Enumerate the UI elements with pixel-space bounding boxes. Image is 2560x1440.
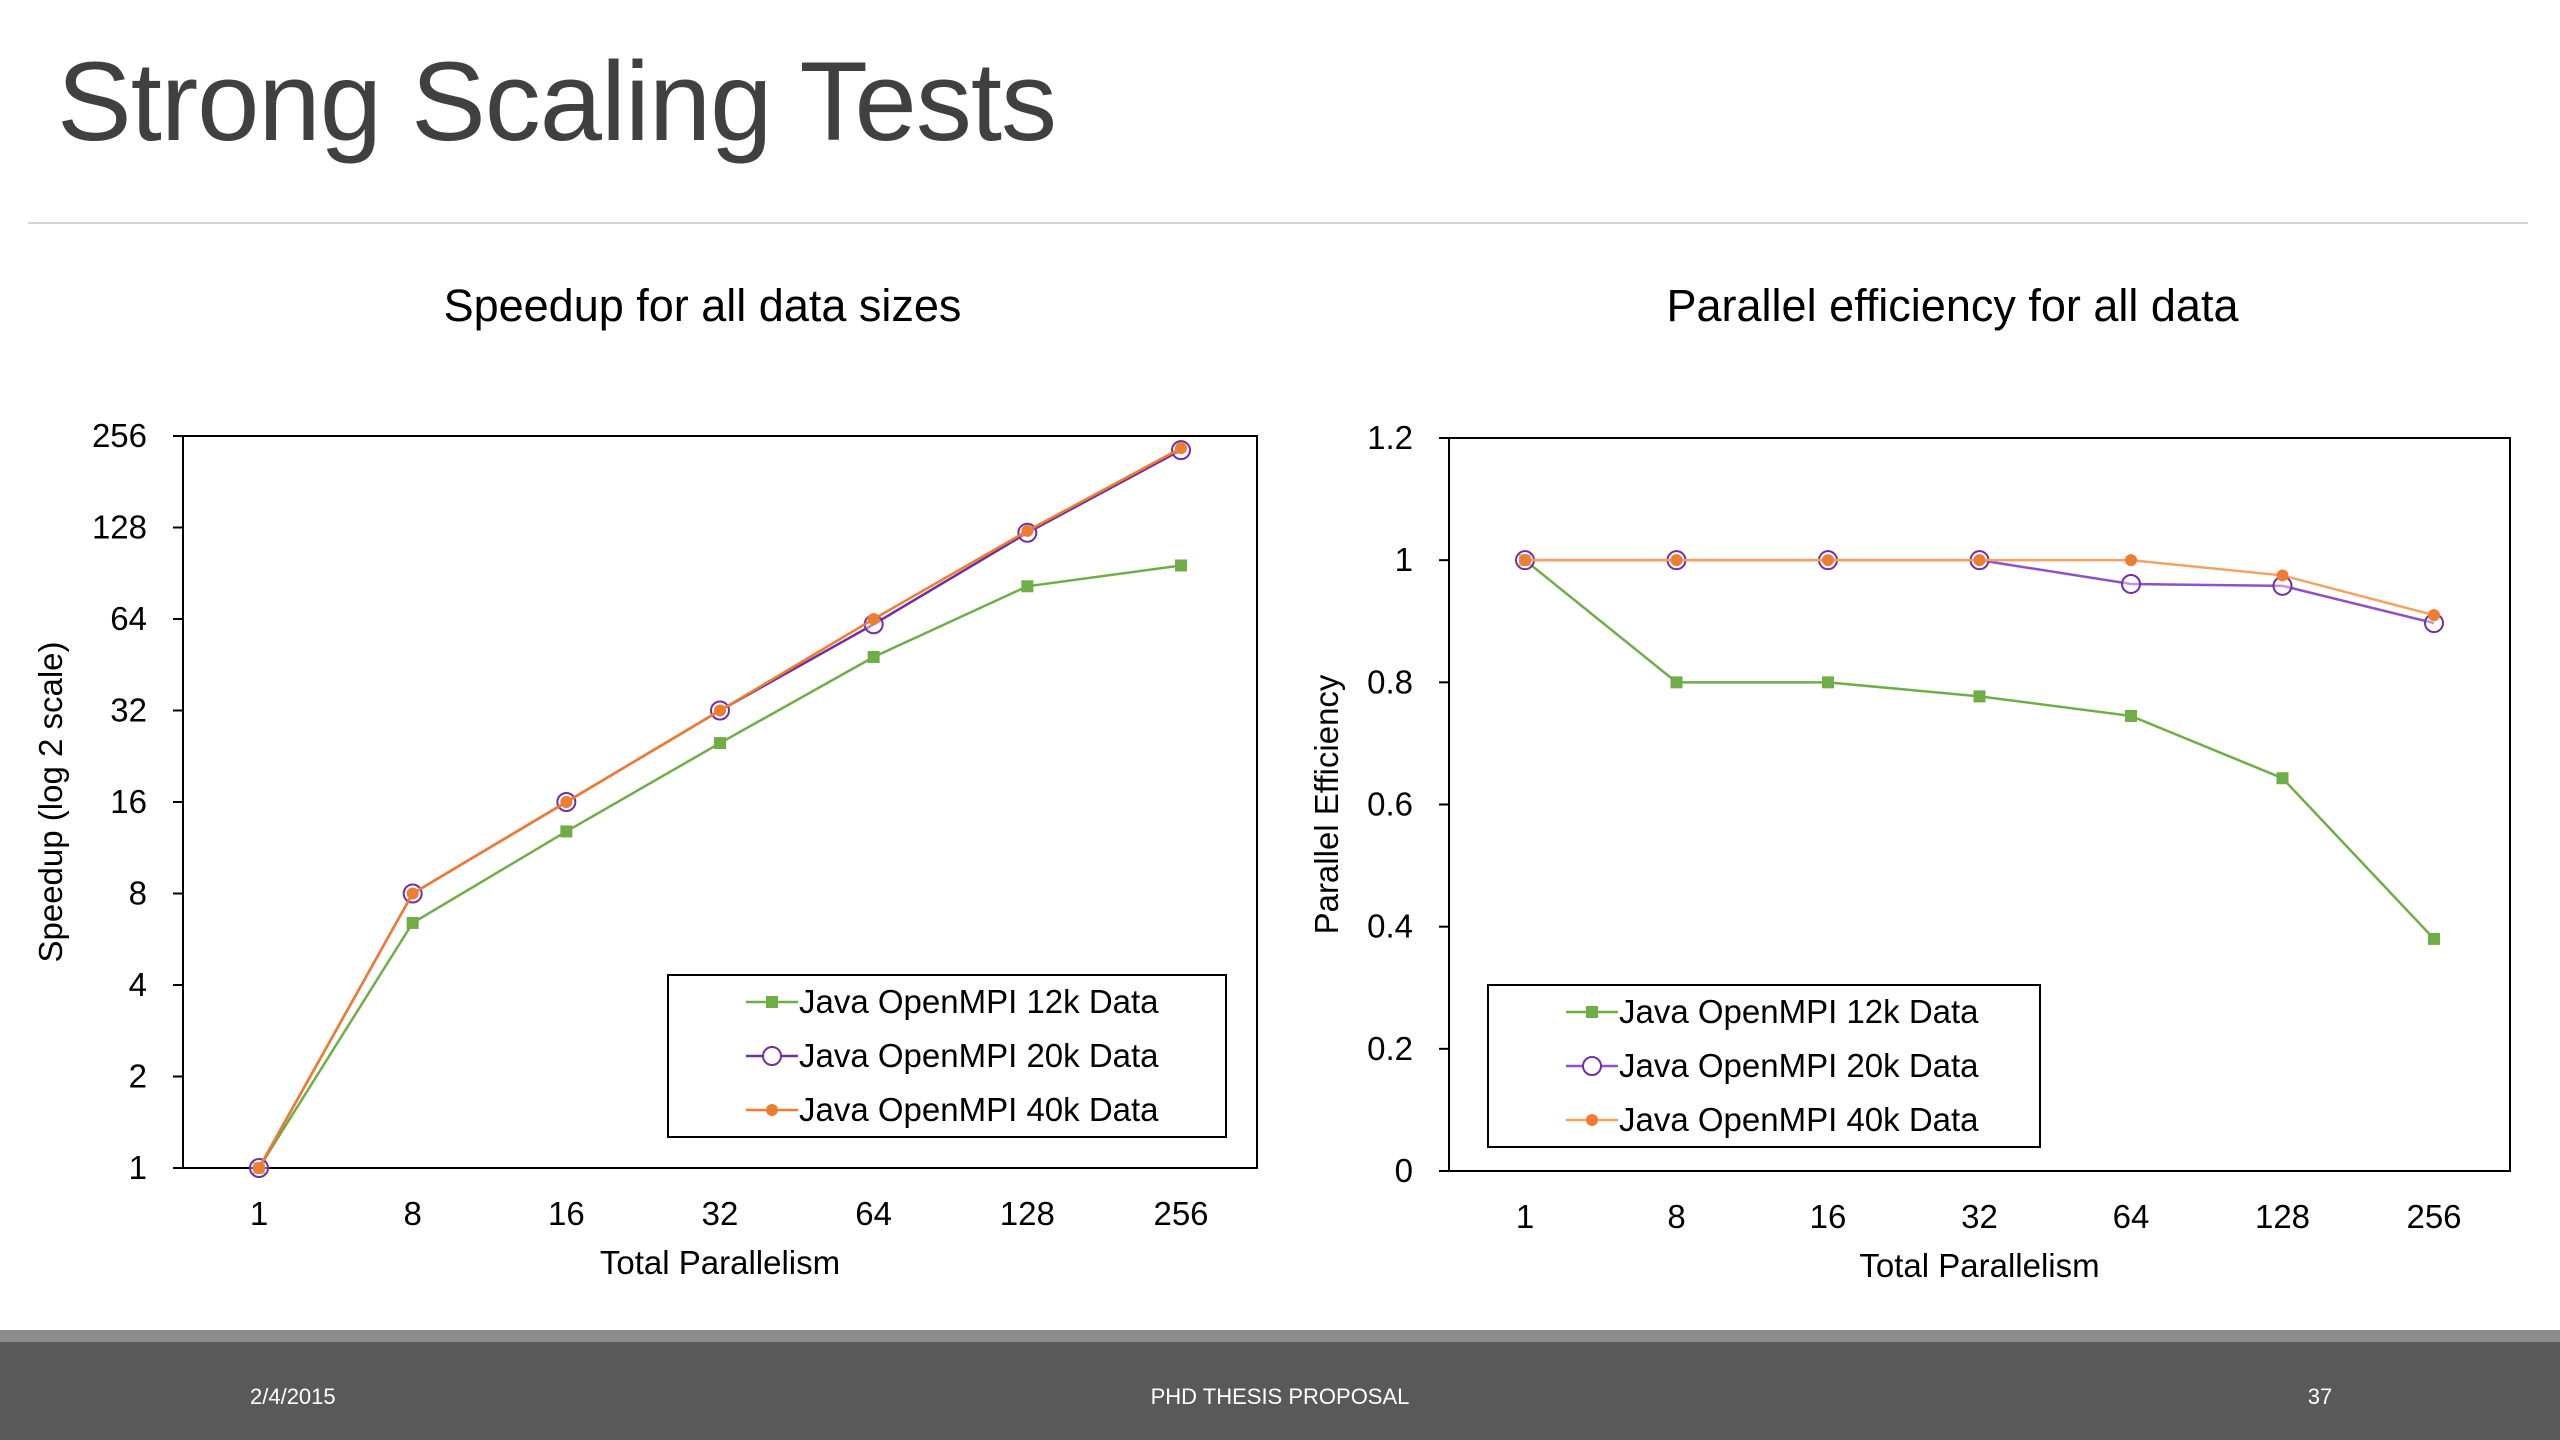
- data-point: [406, 887, 419, 900]
- legend-marker: [1586, 1114, 1598, 1126]
- title-divider: [28, 222, 2528, 224]
- data-point: [406, 916, 419, 929]
- x-tick-label: 1: [250, 1195, 268, 1232]
- x-axis-label: Total Parallelism: [1859, 1247, 2099, 1284]
- data-point: [1021, 580, 1034, 593]
- y-tick-label: 0.8: [1367, 663, 1413, 700]
- data-point: [1175, 442, 1187, 455]
- data-point: [1670, 554, 1683, 567]
- x-tick-label: 8: [403, 1195, 421, 1232]
- x-tick-label: 32: [1961, 1198, 1998, 1235]
- x-tick-label: 128: [1000, 1195, 1055, 1232]
- slide-title: Strong Scaling Tests: [57, 39, 1057, 164]
- speedup-chart-title: Speedup for all data sizes: [443, 280, 962, 331]
- data-point: [1973, 690, 1986, 703]
- footer-date: 2/4/2015: [250, 1384, 336, 1409]
- x-axis-label: Total Parallelism: [600, 1244, 840, 1281]
- efficiency-chart-title: Parallel efficiency for all data: [1666, 280, 2239, 331]
- speedup-chart: 1 2 4 8 16 32 64 128 256 1 8 16 32 64 128 256 Total Para…: [32, 417, 1258, 1281]
- legend-marker: [766, 1104, 778, 1116]
- legend-label: Java OpenMPI 12k Data: [1619, 993, 1979, 1030]
- x-tick-label: 32: [702, 1195, 739, 1232]
- y-axis-label: Parallel Efficiency: [1308, 674, 1345, 934]
- data-point: [714, 704, 726, 717]
- data-point: [560, 825, 573, 838]
- y-tick-label: 16: [110, 783, 147, 820]
- y-tick-label: 0.4: [1367, 908, 1413, 945]
- footer-title: PHD THESIS PROPOSAL: [1150, 1384, 1410, 1409]
- y-tick-label: 4: [129, 966, 147, 1003]
- y-tick-label: 2: [129, 1058, 147, 1095]
- data-point: [1822, 676, 1834, 689]
- data-point: [2428, 932, 2440, 945]
- data-point: [2121, 573, 2141, 594]
- footer-page-number: 37: [2307, 1384, 2333, 1409]
- x-tick-label: 8: [1667, 1198, 1685, 1235]
- legend-marker: [766, 996, 778, 1008]
- efficiency-chart: 0 0.2 0.4 0.6 0.8 1 1.2 1 8 16 32 64 128 256 Total Par…: [1308, 419, 2511, 1284]
- legend-marker: [1586, 1006, 1598, 1018]
- y-tick-label: 64: [110, 600, 147, 637]
- y-tick-label: 1: [129, 1149, 147, 1186]
- legend-label: Java OpenMPI 40k Data: [1619, 1101, 1979, 1138]
- data-point: [1822, 554, 1834, 567]
- y-tick-label: 32: [110, 692, 147, 729]
- y-tick-label: 256: [92, 417, 147, 454]
- footer-bar: [0, 1330, 2560, 1440]
- x-tick-label: 16: [1810, 1198, 1847, 1235]
- y-tick-label: 0.2: [1367, 1030, 1413, 1067]
- data-point: [1519, 554, 1531, 567]
- data-point: [2276, 569, 2289, 582]
- x-tick-label: 64: [2113, 1198, 2150, 1235]
- data-point: [867, 650, 880, 663]
- x-tick-label: 256: [1153, 1195, 1208, 1232]
- y-tick-label: 0.6: [1367, 786, 1413, 823]
- y-tick-label: 8: [129, 875, 147, 912]
- data-point: [2125, 709, 2137, 722]
- data-point: [1973, 554, 1986, 567]
- x-tick-label: 16: [548, 1195, 585, 1232]
- data-point: [867, 613, 880, 625]
- legend-label: Java OpenMPI 20k Data: [799, 1037, 1159, 1074]
- x-tick-label: 1: [1516, 1198, 1534, 1235]
- data-point: [2428, 609, 2440, 622]
- series-line: [1524, 559, 2435, 940]
- data-point: [2276, 772, 2289, 785]
- x-tick-label: 128: [2255, 1198, 2310, 1235]
- data-point: [560, 796, 573, 808]
- legend-marker: [1582, 1056, 1602, 1076]
- y-tick-label: 0: [1395, 1152, 1413, 1189]
- legend-marker: [762, 1046, 782, 1066]
- y-axis-label: Speedup (log 2 scale): [32, 641, 69, 962]
- data-point: [1021, 524, 1034, 537]
- y-tick-label: 1.2: [1367, 419, 1413, 456]
- data-point: [1670, 676, 1683, 689]
- data-point: [1175, 559, 1187, 572]
- y-tick-label: 1: [1395, 541, 1413, 578]
- data-point: [714, 737, 726, 750]
- legend-label: Java OpenMPI 12k Data: [799, 983, 1159, 1020]
- data-point: [2125, 554, 2137, 567]
- legend-label: Java OpenMPI 40k Data: [799, 1091, 1159, 1128]
- footer-stripe: [0, 1330, 2560, 1342]
- x-tick-label: 256: [2406, 1198, 2461, 1235]
- data-point: [253, 1162, 265, 1174]
- y-tick-label: 128: [92, 509, 147, 546]
- legend-label: Java OpenMPI 20k Data: [1619, 1047, 1979, 1084]
- x-tick-label: 64: [855, 1195, 892, 1232]
